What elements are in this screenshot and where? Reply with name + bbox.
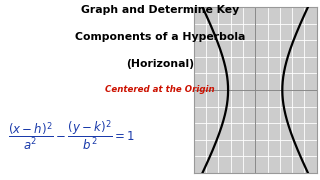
Text: Components of a Hyperbola: Components of a Hyperbola [75, 32, 245, 42]
Text: $\dfrac{(x-h)^2}{a^2} - \dfrac{(y-k)^2}{b^2} = 1$: $\dfrac{(x-h)^2}{a^2} - \dfrac{(y-k)^2}{… [8, 119, 135, 153]
Text: Centered at the Origin: Centered at the Origin [105, 85, 215, 94]
Text: Graph and Determine Key: Graph and Determine Key [81, 5, 239, 15]
Text: (Horizonal): (Horizonal) [126, 59, 194, 69]
